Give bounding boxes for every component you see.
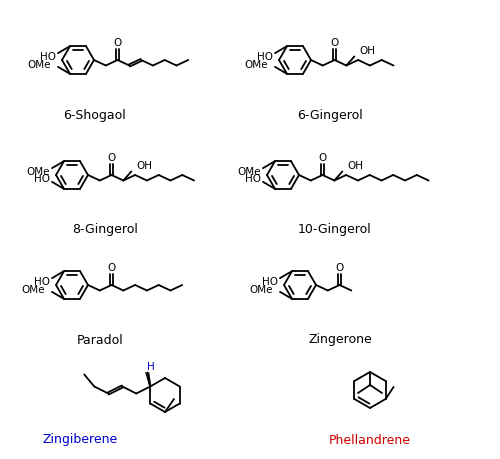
Text: OMe: OMe <box>28 60 51 70</box>
Text: HO: HO <box>257 52 273 62</box>
Text: OH: OH <box>348 162 364 172</box>
Text: O: O <box>114 38 122 48</box>
Text: 8-Gingerol: 8-Gingerol <box>72 224 138 236</box>
Text: OMe: OMe <box>26 167 50 177</box>
Text: O: O <box>108 153 116 163</box>
Text: Phellandrene: Phellandrene <box>329 433 411 447</box>
Text: O: O <box>330 38 338 48</box>
Text: 6-Shogaol: 6-Shogaol <box>64 108 126 122</box>
Text: O: O <box>336 263 344 273</box>
Text: H: H <box>148 362 155 371</box>
Text: OMe: OMe <box>244 60 268 70</box>
Text: OMe: OMe <box>238 167 261 177</box>
Text: OMe: OMe <box>250 285 273 295</box>
Text: HO: HO <box>34 174 50 184</box>
Text: HO: HO <box>34 277 50 287</box>
Text: OH: OH <box>136 162 152 172</box>
Text: O: O <box>108 263 116 273</box>
Text: Zingerone: Zingerone <box>308 334 372 347</box>
Text: OH: OH <box>360 46 376 56</box>
Text: OMe: OMe <box>22 285 45 295</box>
Text: HO: HO <box>245 174 261 184</box>
Text: HO: HO <box>262 277 278 287</box>
Text: Paradol: Paradol <box>76 334 124 347</box>
Text: 6-Gingerol: 6-Gingerol <box>297 108 363 122</box>
Text: O: O <box>318 153 326 163</box>
Text: 10-Gingerol: 10-Gingerol <box>298 224 372 236</box>
Text: Zingiberene: Zingiberene <box>42 433 117 447</box>
Text: HO: HO <box>40 52 56 62</box>
